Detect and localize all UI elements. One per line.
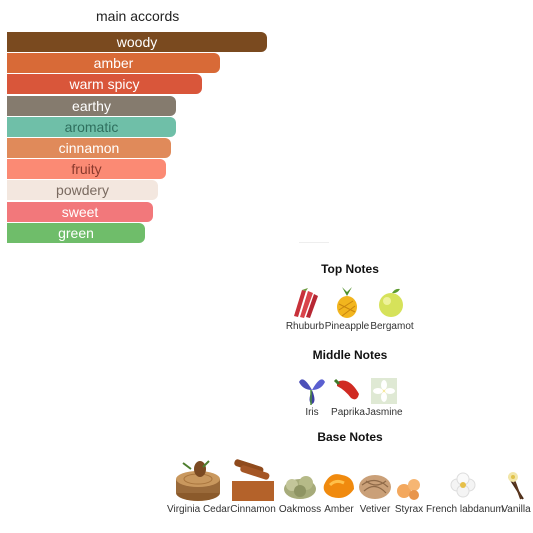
note-oakmoss[interactable]: Oakmoss bbox=[278, 455, 322, 515]
note-pineapple[interactable]: Pineapple bbox=[316, 286, 378, 332]
vanilla-icon bbox=[501, 455, 531, 503]
pineapple-icon bbox=[330, 286, 364, 320]
note-rhubarb[interactable]: Rhuburb bbox=[274, 286, 336, 332]
note-label: Vanilla bbox=[501, 504, 531, 515]
middle-notes-title: Middle Notes bbox=[312, 348, 388, 362]
accords-title: main accords bbox=[96, 8, 180, 24]
note-label: Pineapple bbox=[324, 321, 370, 332]
note-iris[interactable]: Iris bbox=[281, 372, 343, 418]
main-accords-panel: main accords woody amber warm spicy earthy a… bbox=[0, 0, 280, 245]
vetiver-icon bbox=[356, 455, 394, 503]
top-notes-title: Top Notes bbox=[321, 262, 379, 276]
note-label: Oakmoss bbox=[278, 504, 322, 515]
accord-bar-aromatic: aromatic bbox=[7, 116, 176, 137]
accord-bar-amber: amber bbox=[7, 53, 220, 74]
note-label: Iris bbox=[305, 407, 319, 418]
note-bergamot[interactable]: Bergamot bbox=[361, 286, 423, 332]
note-label: Cinnamon bbox=[230, 504, 276, 515]
note-french-labdanum[interactable]: French labdanum bbox=[426, 455, 504, 515]
note-jasmine[interactable]: Jasmine bbox=[353, 372, 415, 418]
note-paprika[interactable]: Paprika bbox=[317, 372, 379, 418]
note-amber[interactable]: Amber bbox=[320, 455, 358, 515]
note-label: Rhuburb bbox=[285, 321, 325, 332]
note-styrax[interactable]: Styrax bbox=[392, 455, 426, 515]
iris-icon bbox=[295, 372, 329, 406]
accord-bar-woody: woody bbox=[7, 32, 267, 52]
paprika-icon bbox=[331, 372, 365, 406]
note-label: Styrax bbox=[394, 504, 424, 515]
note-virginia-cedar[interactable]: Virginia Cedar bbox=[167, 455, 231, 515]
oakmoss-icon bbox=[280, 455, 320, 503]
note-label: Bergamot bbox=[370, 321, 414, 332]
accord-bar-powdery: powdery bbox=[7, 180, 158, 201]
note-cinnamon[interactable]: Cinnamon bbox=[229, 455, 277, 515]
accord-bar-earthy: earthy bbox=[7, 95, 176, 116]
labdanum-icon bbox=[446, 455, 480, 503]
accord-bar-cinnamon: cinnamon bbox=[7, 138, 171, 158]
accord-bar-warm-spicy: warm spicy bbox=[7, 74, 202, 95]
note-label: Jasmine bbox=[365, 407, 403, 418]
accord-bar-fruity: fruity bbox=[7, 159, 166, 180]
divider bbox=[299, 242, 329, 243]
jasmine-icon bbox=[367, 372, 401, 406]
note-label: Vetiver bbox=[359, 504, 391, 515]
note-vanilla[interactable]: Vanilla bbox=[499, 455, 533, 515]
note-label: Paprika bbox=[331, 407, 365, 418]
note-vetiver[interactable]: Vetiver bbox=[356, 455, 394, 515]
cedar-icon bbox=[173, 455, 223, 503]
accord-bar-sweet: sweet bbox=[7, 201, 153, 222]
bergamot-icon bbox=[375, 286, 409, 320]
note-label: French labdanum bbox=[426, 504, 504, 515]
base-notes-title: Base Notes bbox=[317, 430, 383, 444]
rhubarb-icon bbox=[288, 286, 322, 320]
cinnamon-icon bbox=[230, 455, 276, 503]
accord-bar-green: green bbox=[7, 222, 145, 243]
note-label: Amber bbox=[324, 504, 354, 515]
amber-icon bbox=[320, 455, 358, 503]
note-label: Virginia Cedar bbox=[167, 504, 231, 515]
styrax-icon bbox=[392, 455, 426, 503]
